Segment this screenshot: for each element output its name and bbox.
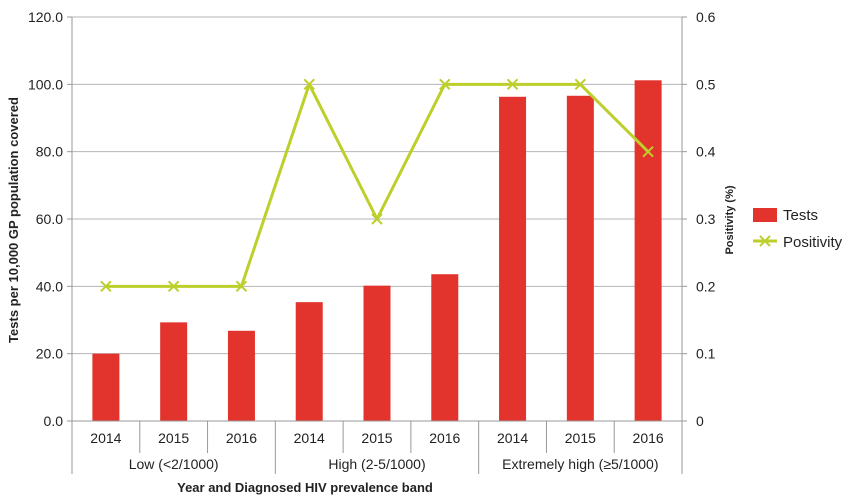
- x-tick-label: 2015: [158, 430, 189, 446]
- x-tick-label: 2016: [633, 430, 664, 446]
- group-label: Extremely high (≥5/1000): [502, 456, 658, 472]
- positivity-line: [105, 82, 650, 288]
- y-tick-label: 20.0: [36, 346, 63, 362]
- y2-tick-label: 0.5: [696, 76, 716, 92]
- legend: Tests Positivity: [753, 207, 843, 251]
- positivity-marker: [100, 280, 112, 293]
- legend-label-positivity: Positivity: [783, 234, 843, 251]
- x-tick-label: 2014: [90, 430, 121, 446]
- positivity-marker: [439, 78, 451, 91]
- bar-tests: [566, 95, 594, 421]
- y2-tick-label: 0.1: [696, 346, 716, 362]
- positivity-marker: [303, 78, 315, 91]
- bar-series-tests: [92, 80, 662, 421]
- group-label: High (2-5/1000): [328, 456, 425, 472]
- x-axis-title: Year and Diagnosed HIV prevalence band: [177, 480, 433, 495]
- y2-tick-label: 0: [696, 413, 704, 429]
- x-tick-label: 2014: [497, 430, 528, 446]
- axes: [67, 16, 687, 474]
- y-tick-label: 120.0: [28, 9, 63, 25]
- bar-tests: [499, 96, 527, 421]
- line-series-positivity: [100, 78, 654, 293]
- bar-tests: [160, 322, 188, 421]
- positivity-marker: [371, 213, 383, 225]
- y2-axis-title: Positivity (%): [724, 185, 736, 254]
- y-tick-label: 60.0: [36, 211, 63, 227]
- tick-labels: 0.0 20.0 40.0 60.0 80.0 100.0 120.0 0 0.1 0.2 0.3 0…: [28, 9, 716, 472]
- positivity-marker: [574, 78, 587, 91]
- bar-tests: [295, 302, 323, 421]
- group-label: Low (<2/1000): [129, 456, 219, 472]
- bar-tests: [363, 285, 391, 421]
- x-tick-label: 2015: [565, 430, 596, 446]
- y2-tick-label: 0.2: [696, 278, 716, 294]
- bar-tests: [634, 80, 662, 421]
- bar-tests: [431, 274, 459, 421]
- positivity-marker: [506, 78, 519, 91]
- bar-tests: [92, 353, 120, 421]
- y-axis-title: Tests per 10,000 GP population covered: [6, 97, 21, 343]
- positivity-marker: [167, 280, 180, 293]
- legend-label-tests: Tests: [783, 207, 818, 224]
- legend-swatch-positivity: [753, 235, 777, 247]
- x-tick-label: 2014: [294, 430, 325, 446]
- bar-tests: [227, 330, 255, 421]
- positivity-marker: [642, 145, 654, 158]
- y2-tick-label: 0.3: [696, 211, 716, 227]
- y2-tick-label: 0.4: [696, 144, 716, 160]
- x-tick-label: 2016: [429, 430, 460, 446]
- positivity-marker: [235, 280, 248, 293]
- y-tick-label: 40.0: [36, 278, 63, 294]
- x-tick-label: 2016: [226, 430, 257, 446]
- y2-tick-label: 0.6: [696, 9, 716, 25]
- y-tick-label: 100.0: [28, 76, 63, 92]
- y-tick-label: 80.0: [36, 144, 63, 160]
- legend-swatch-tests: [753, 208, 777, 222]
- y-tick-label: 0.0: [44, 413, 64, 429]
- x-tick-label: 2015: [361, 430, 392, 446]
